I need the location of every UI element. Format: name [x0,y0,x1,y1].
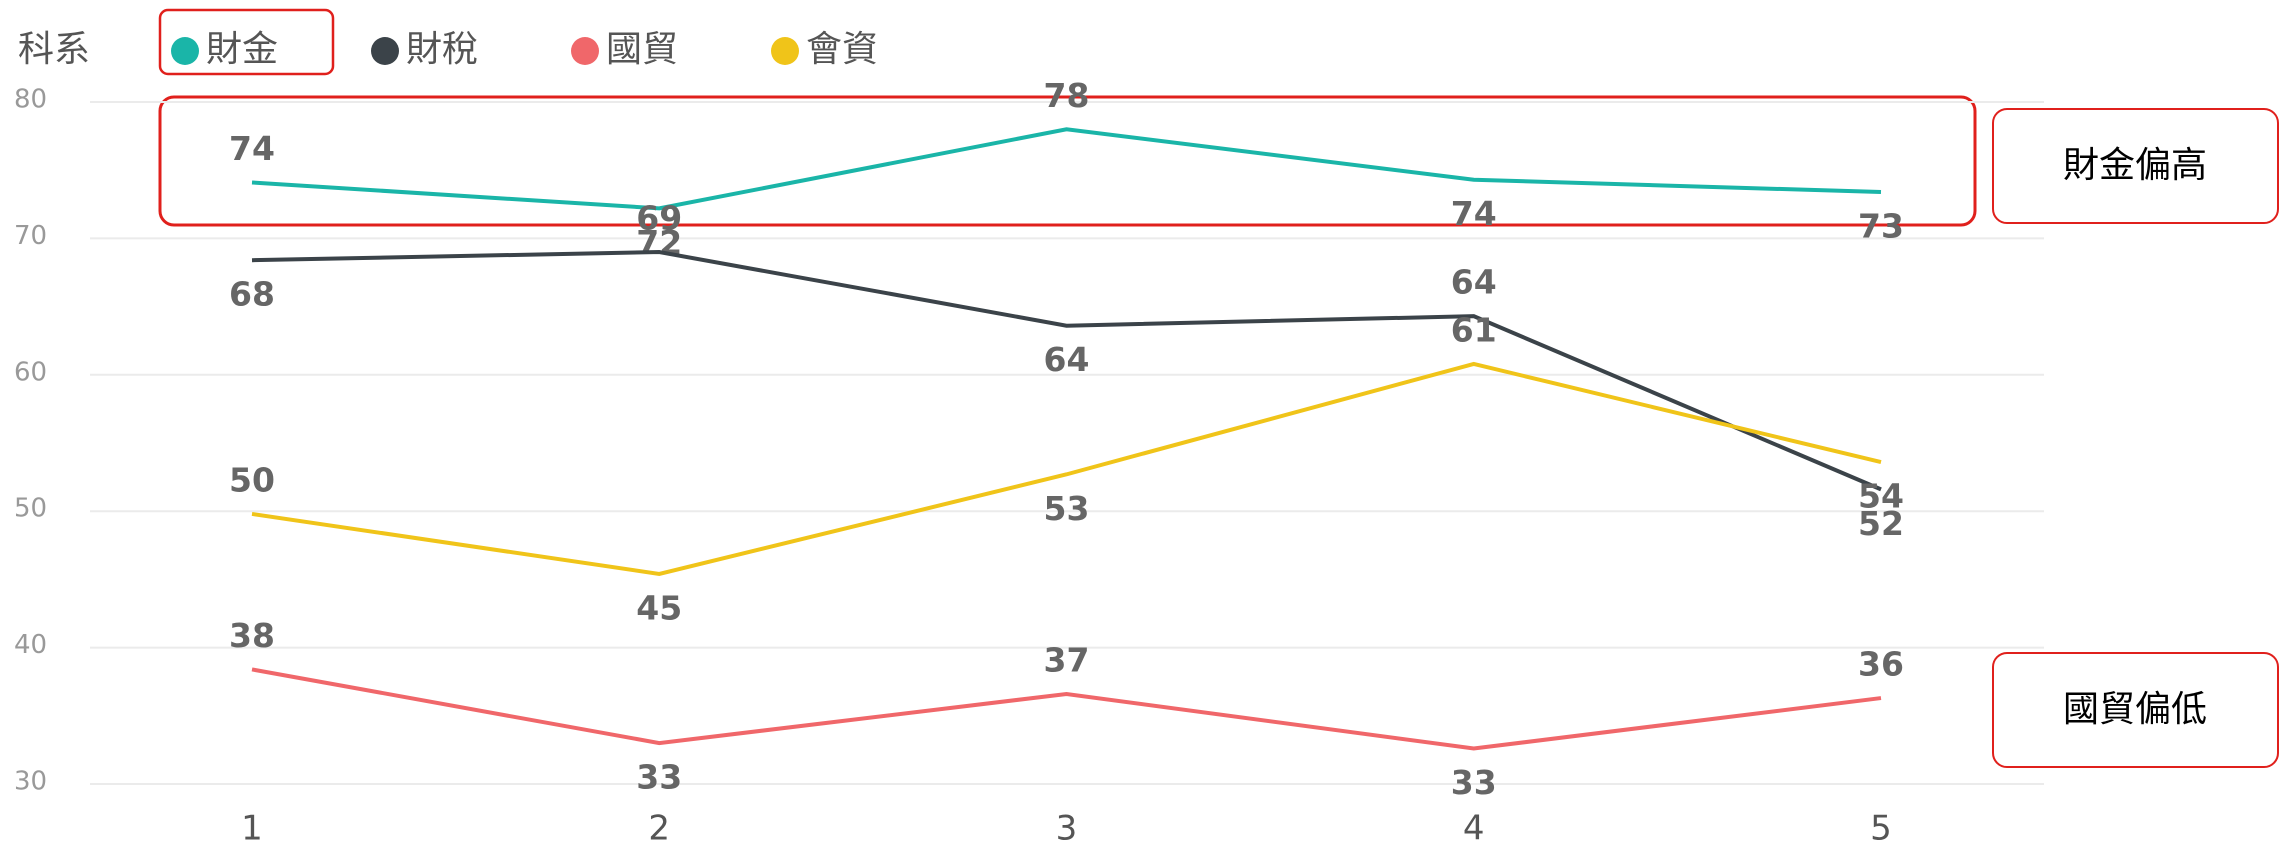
legend-marker [771,37,799,65]
data-label: 68 [229,275,275,314]
y-tick-label: 80 [14,85,47,115]
data-label: 54 [1858,477,1904,516]
series-line [251,361,1882,576]
x-tick-label: 2 [648,809,670,849]
y-tick-label: 70 [14,221,47,251]
data-label: 38 [229,616,275,655]
data-label: 37 [1044,640,1090,679]
note-box [1992,108,2279,224]
series-line [251,667,1882,751]
data-label: 61 [1451,310,1497,349]
legend-title: 科系 [18,29,90,70]
data-label: 78 [1044,76,1090,115]
legend-label: 會資 [806,29,878,70]
y-tick-label: 40 [14,630,47,660]
annotation: 財金偏高 [2063,145,2207,186]
x-tick-label: 4 [1463,809,1485,849]
data-label: 53 [1044,489,1090,528]
data-label: 74 [1451,194,1497,233]
data-label: 52 [1858,504,1904,543]
data-label: 33 [636,758,682,797]
annotation: 國貿偏低 [2063,689,2207,730]
y-tick-label: 60 [14,357,47,387]
legend-marker [171,37,199,65]
highlight-box [158,95,1977,227]
legend-label: 國貿 [606,29,678,70]
data-label: 33 [1451,763,1497,802]
legend-marker [371,37,399,65]
series-line [251,250,1882,492]
data-label: 74 [229,129,275,168]
data-label: 69 [636,199,682,238]
data-label: 73 [1858,207,1904,246]
data-label: 50 [229,460,275,499]
data-label: 64 [1044,340,1090,379]
data-label: 45 [636,588,682,627]
x-tick-label: 1 [241,809,263,849]
x-tick-label: 3 [1056,809,1078,849]
note-box [1992,652,2279,768]
legend-label: 財金 [206,29,278,70]
x-tick-label: 5 [1870,809,1892,849]
y-tick-label: 30 [14,767,47,797]
highlight-box [158,8,335,76]
data-label: 64 [1451,263,1497,302]
data-label: 36 [1858,645,1904,684]
y-tick-label: 50 [14,494,47,524]
legend-marker [571,37,599,65]
legend-label: 財稅 [406,29,478,70]
series-line [251,127,1882,211]
